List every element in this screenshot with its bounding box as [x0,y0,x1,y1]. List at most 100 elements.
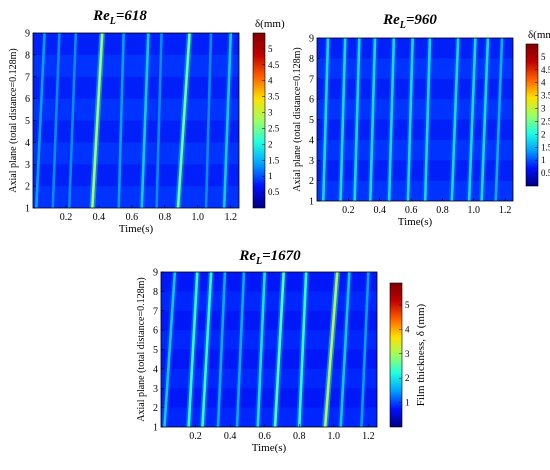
wave-crest [91,33,104,208]
plane-band [33,164,239,187]
colorbar-tick-label: 5 [268,44,273,54]
title-suffix: =1670 [262,248,301,264]
wave-crest [423,38,432,201]
wave-crest [494,38,504,201]
y-tick-label: 3 [25,160,30,171]
plane-band [317,99,513,120]
y-axis-label: Axial plane (total distance=0.128m) [136,277,147,422]
x-axis-label: Time(s) [119,223,154,235]
wave-crest [235,272,246,427]
wave-crest [67,33,78,208]
y-tick-label: 9 [153,268,158,279]
wave-crest [222,33,233,208]
title-main: Re [238,248,256,264]
plane-band [317,180,513,201]
wave-crest [140,33,150,208]
colorbar-tick-label: 5 [541,52,546,62]
wave-crest [34,33,46,208]
y-tick-label: 3 [153,384,158,395]
wave-crest [204,33,213,208]
y-tick-label: 7 [309,74,314,85]
wave-layer [33,33,234,208]
y-tick-label: 1 [309,197,314,208]
y-axis-label: Axial plane (total distance=0.128m) [8,48,19,193]
wave-layer [320,38,506,201]
title-suffix: =960 [406,12,438,28]
plane-band [33,120,239,143]
plane-band [317,139,513,161]
y-axis-label: Axial plane (total distance=0.128m) [292,47,303,192]
y-tick-label: 2 [309,176,314,187]
colorbar-tick-label: 4.5 [268,60,280,70]
y-tick-label: 2 [25,182,30,193]
wave-crest [387,38,396,201]
plane-band [161,310,377,331]
colorbar-label: δ(mm) [528,29,550,41]
wave-crest [450,38,460,201]
plane-band [317,58,513,79]
y-tick-label: 8 [309,54,314,65]
y-tick-label: 5 [25,116,30,127]
wave-crest [467,38,477,201]
x-tick-label: 0.4 [93,212,106,223]
colorbar-tick-label: 3.5 [268,92,280,102]
x-tick-label: 0.4 [224,431,237,442]
wave-crest [480,38,490,201]
colorbar [525,43,539,187]
x-tick-label: 1.0 [468,205,481,216]
y-tick-label: 1 [153,423,158,434]
wave-crest [176,33,191,208]
wave-layer [161,272,372,427]
x-tick-label: 0.8 [293,431,306,442]
colorbar-tick-label: 1.5 [541,142,550,152]
wave-crest [353,38,361,201]
plane-band [317,119,513,140]
wave-crest [163,272,177,427]
plane-band [161,291,377,311]
y-tick-label: 6 [309,95,314,106]
plane-band [317,78,513,100]
colorbar-tick-label: 4 [268,76,273,86]
plane-band [161,330,377,350]
wave-crest [339,38,347,201]
colorbar-tick-label: 0.5 [541,168,550,178]
y-tick-label: 8 [25,50,30,61]
chart-title: ReL=618 [92,8,147,27]
plane-band [33,186,239,208]
colorbar-tick-label: 5 [405,300,410,310]
x-tick-label: 0.2 [342,205,355,216]
colorbar-tick-label: 4.5 [541,65,550,75]
wave-crest [339,272,351,427]
colorbar-tick-label: 1 [541,155,546,165]
colorbar [252,32,266,209]
title-subscript: L [109,16,116,27]
plane-band [317,160,513,181]
x-axis-label: Time(s) [398,216,433,228]
title-subscript: L [255,256,262,267]
title-subscript: L [399,20,406,31]
plane-band [161,349,377,369]
chart-2: 1 2 3 4 5 6 7 8 9 0.2 0.4 0.6 0.8 1.0 1.2 Time(s) Axial … [136,248,427,454]
plane-band [161,368,377,389]
title-main: Re [382,12,400,28]
colorbar-tick-label: 2.5 [541,116,550,126]
x-tick-label: 1.2 [225,212,238,223]
title-main: Re [92,8,110,24]
x-tick-label: 0.6 [258,431,271,442]
colorbar-tick-label: 1.5 [268,155,280,165]
x-tick-label: 0.6 [126,212,139,223]
plane-band [33,142,239,165]
x-tick-label: 0.8 [159,212,172,223]
y-tick-label: 4 [25,138,30,149]
y-tick-label: 6 [153,326,158,337]
wave-crest [360,272,370,427]
chart-0: 1 2 3 4 5 6 7 8 9 0.2 0.4 0.6 0.8 1.0 1.2 Time(s) Axial … [8,8,285,235]
title-suffix: =618 [116,8,148,24]
plane-bands [161,272,377,427]
x-tick-label: 1.2 [499,205,512,216]
colorbar-tick-label: 3 [405,349,410,359]
colorbar-tick-label: 4 [541,78,546,88]
chart-1: 1 2 3 4 5 6 7 8 9 0.2 0.4 0.6 0.8 1.0 1.2 Time(s) Axial … [292,12,550,228]
wave-crest [187,272,199,427]
wave-crest [321,38,330,201]
